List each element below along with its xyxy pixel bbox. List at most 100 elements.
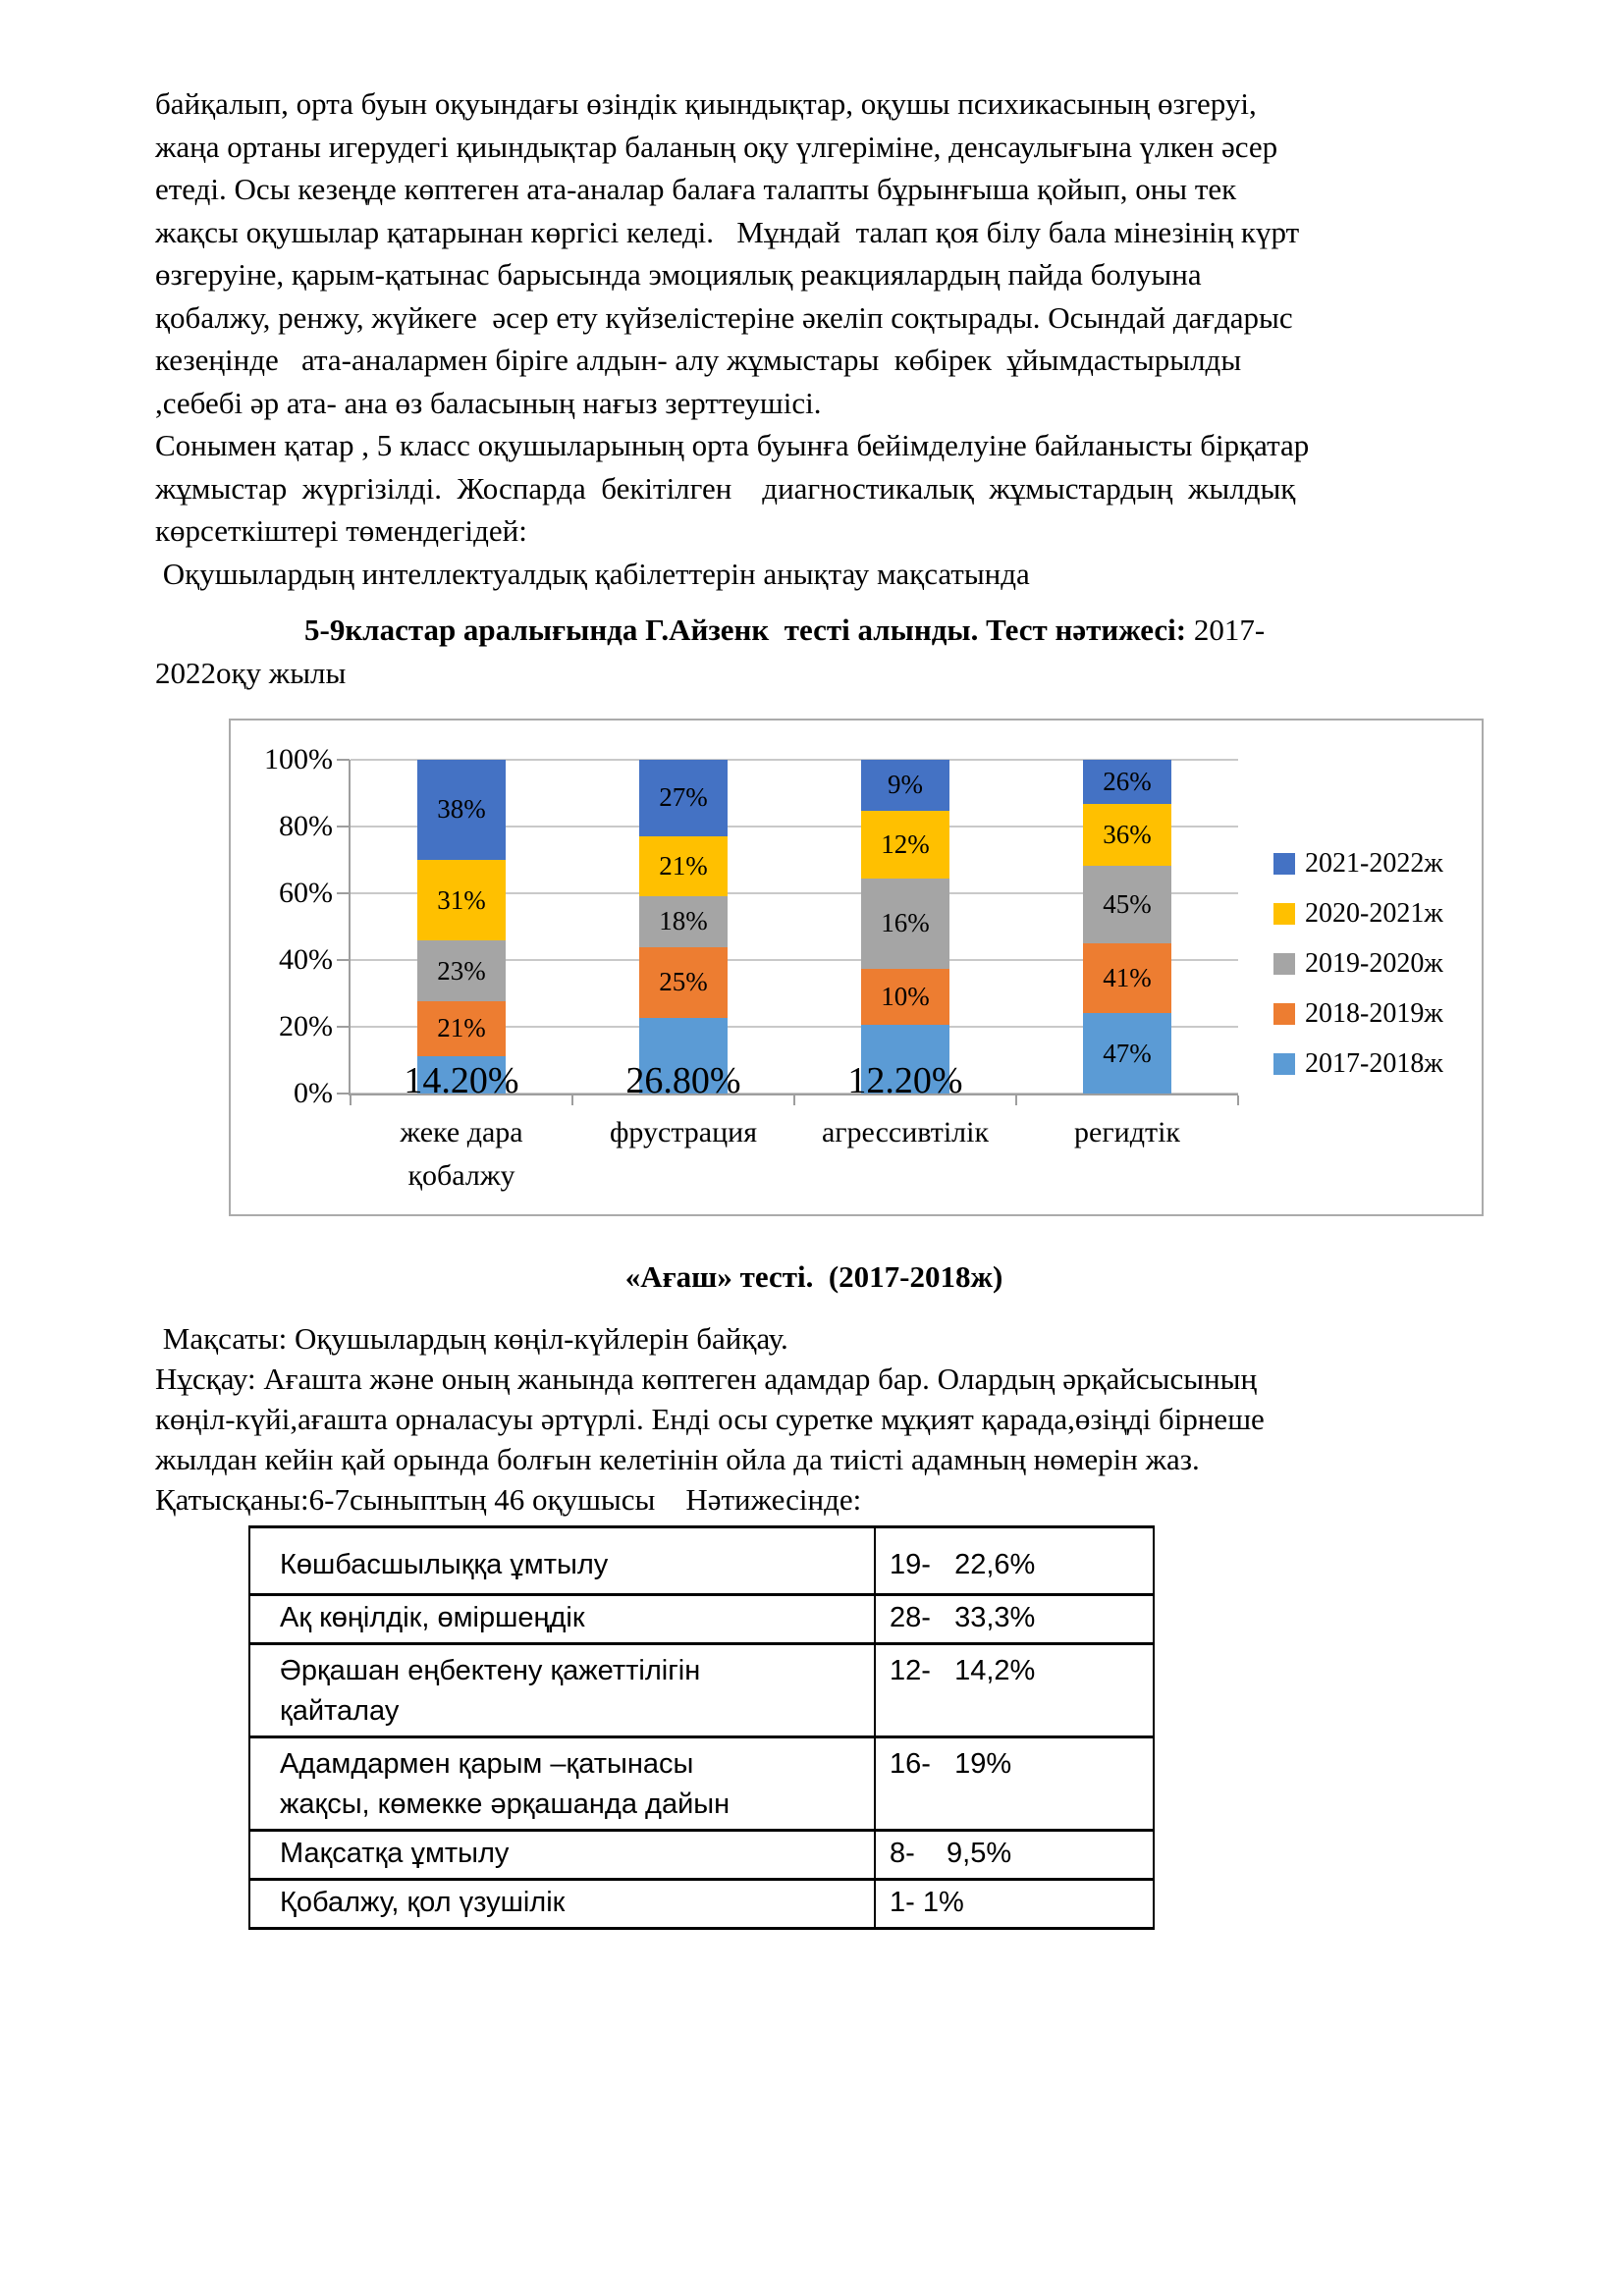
legend-item-2020-2021ж: 2020-2021ж: [1273, 900, 1443, 928]
stacked-bar-фрустрация: 26.80% 25% 18% 21% 27%: [625, 760, 741, 1099]
legend-item-2017-2018ж: 2017-2018ж: [1273, 1050, 1443, 1078]
tree-line-2: Нұсқау: Ағашта және оның жанында көптеге…: [155, 1362, 1258, 1396]
table-cell-label: Көшбасшылыққа ұмтылу: [248, 1525, 876, 1596]
y-axis-line: [349, 760, 351, 1095]
x-axis-tick-3: [1015, 1095, 1017, 1105]
stacked-bar-chart: 0% 20% 40% 60% 80% 100% жеке дара қобалжу фруст…: [229, 719, 1484, 1216]
intro-line-8: ,себебі әр ата- ана өз баласының нағыз з…: [155, 385, 822, 420]
intro-line-2: жаңа ортаны игерудегі қиындықтар баланың…: [155, 129, 1278, 164]
legend-label: 2021-2022ж: [1305, 848, 1443, 879]
bar-segment-2019-2020ж: 23%: [417, 940, 506, 1001]
gridline-60%: [351, 892, 1238, 894]
table-cell-label: Адамдармен қарым –қатынасы жақсы, көмекк…: [248, 1735, 876, 1832]
y-axis-label-20%: 20%: [279, 1010, 333, 1042]
tree-line-3: көңіл-күйі,ағашта орналасуы әртүрлі. Енд…: [155, 1402, 1265, 1436]
chart-title-bold: 5-9кластар аралығында Г.Айзенк тесті алы…: [304, 613, 1187, 647]
y-axis-tick-100%: [337, 759, 350, 761]
x-axis-tick-2: [793, 1095, 795, 1105]
table-cell-label: Ақ көңілдік, өміршеңдік: [248, 1593, 876, 1645]
bar-segment-2019-2020ж: 18%: [639, 895, 728, 947]
intro-line-11: көрсеткіштері төмендегідей:: [155, 513, 527, 548]
tree-line-5: Қатысқаны:6-7сыныптың 46 оқушысы Нәтижес…: [155, 1482, 862, 1517]
stacked-bar-жеке дара қобалжу: 14.20% 21% 23% 31% 38%: [404, 760, 519, 1099]
data-label: 14.20%: [404, 1060, 519, 1101]
bar-segment-2018-2019ж: 21%: [417, 1000, 506, 1057]
data-label: 26.80%: [625, 1060, 741, 1101]
data-label: 12.20%: [847, 1060, 963, 1101]
table-cell-value: 28- 33,3%: [874, 1593, 1155, 1645]
legend-item-2021-2022ж: 2021-2022ж: [1273, 850, 1443, 878]
bar-segment-2020-2021ж: 31%: [417, 859, 506, 941]
bar-segment-2020-2021ж: 36%: [1083, 804, 1171, 867]
legend-item-2018-2019ж: 2018-2019ж: [1273, 1000, 1443, 1028]
table-cell-value: 12- 14,2%: [874, 1642, 1155, 1738]
intro-line-7: кезеңінде ата-аналармен біріге алдын- ал…: [155, 343, 1242, 377]
bar-segment-2018-2019ж: 25%: [639, 946, 728, 1018]
table-cell-label: Мақсатқа ұмтылу: [248, 1829, 876, 1881]
data-label: 36%: [1103, 820, 1152, 850]
bar-segment-2018-2019ж: 41%: [1083, 942, 1171, 1014]
x-axis-label-жеке дара қобалжу: жеке дара қобалжу: [400, 1116, 523, 1192]
data-label: 23%: [437, 955, 486, 986]
data-label: 41%: [1103, 962, 1152, 992]
x-axis-tick-1: [571, 1095, 573, 1105]
data-label: 47%: [1103, 1038, 1152, 1068]
y-axis-tick-0%: [337, 1093, 350, 1095]
chart-title-tail: 2017-: [1186, 613, 1266, 647]
tree-line-4: жылдан кейін қай орында болғын келетінін…: [155, 1442, 1200, 1476]
tree-test-paragraphs: Мақсаты: Оқушылардың көңіл-күйлерін байқ…: [155, 1318, 1473, 1520]
plot-area: 14.20% 21% 23% 31% 38% 26.80% 25% 18% 21% 27% 12.2…: [351, 760, 1238, 1099]
data-label: 21%: [659, 850, 708, 881]
y-axis-tick-80%: [337, 826, 350, 828]
page-content: байқалып, орта буын оқуындағы өзіндік қи…: [155, 82, 1484, 1930]
data-label: 16%: [881, 908, 930, 938]
intro-line-1: байқалып, орта буын оқуындағы өзіндік қи…: [155, 86, 1257, 121]
bar-segment-2021-2022ж: 26%: [1083, 760, 1171, 805]
gridline-40%: [351, 959, 1238, 961]
bar-segment-2019-2020ж: 16%: [861, 878, 949, 969]
chart-title-line2: 2022оқу жылы: [155, 656, 347, 690]
tree-line-1: Мақсаты: Оқушылардың көңіл-күйлерін байқ…: [155, 1321, 788, 1356]
data-label: 12%: [881, 828, 930, 859]
stacked-bar-регидтік: 47% 41% 45% 36% 26%: [1083, 760, 1171, 1094]
y-axis-label-60%: 60%: [279, 877, 333, 909]
legend-label: 2020-2021ж: [1305, 898, 1443, 929]
table-cell-value: 16- 19%: [874, 1735, 1155, 1832]
legend-marker-icon: [1273, 1003, 1295, 1025]
y-axis-label-40%: 40%: [279, 943, 333, 976]
data-label: 26%: [1103, 767, 1152, 797]
legend-marker-icon: [1273, 853, 1295, 875]
intro-line-5: өзгеруіне, қарым-қатынас барысында эмоци…: [155, 257, 1202, 292]
data-label: 25%: [659, 967, 708, 997]
chart-title-line1: 5-9кластар аралығында Г.Айзенк тесті алы…: [155, 609, 1473, 652]
bar-segment-2017-2018ж: 47%: [1083, 1013, 1171, 1094]
intro-paragraphs: байқалып, орта буын оқуындағы өзіндік қи…: [155, 82, 1473, 595]
data-label: 38%: [437, 794, 486, 825]
bar-segment-2017-2018ж: 12.20%: [847, 1024, 963, 1099]
table-row: Көшбасшылыққа ұмтылу 19- 22,6%: [248, 1525, 1155, 1596]
gridline-100%: [351, 759, 1238, 761]
x-axis-label-фрустрация: фрустрация: [609, 1116, 758, 1148]
legend-label: 2018-2019ж: [1305, 998, 1443, 1029]
intro-line-10: жұмыстар жүргізілді. Жоспарда бекітілген…: [155, 470, 1296, 506]
gridline-20%: [351, 1026, 1238, 1028]
bar-segment-2021-2022ж: 38%: [417, 760, 506, 860]
table-cell-label: Қобалжу, қол үзушілік: [248, 1878, 876, 1930]
bar-segment-2021-2022ж: 9%: [861, 760, 949, 811]
data-label: 45%: [1103, 888, 1152, 919]
intro-line-9: Сонымен қатар , 5 класс оқушыларының орт…: [155, 428, 1310, 462]
x-axis-line: [351, 1094, 1238, 1095]
data-label: 21%: [437, 1013, 486, 1043]
legend-label: 2017-2018ж: [1305, 1048, 1443, 1079]
table-cell-value: 1- 1%: [874, 1878, 1155, 1930]
table-cell-value: 19- 22,6%: [874, 1525, 1155, 1596]
chart-title: 5-9кластар аралығында Г.Айзенк тесті алы…: [155, 609, 1473, 695]
data-label: 9%: [888, 770, 923, 800]
y-axis-tick-40%: [337, 959, 350, 961]
table-row: Әрқашан еңбектену қажеттілігін қайталау 1…: [248, 1642, 1155, 1738]
results-table: Көшбасшылыққа ұмтылу 19- 22,6% Ақ көңілдік…: [248, 1525, 1155, 1930]
intro-line-6: қобалжу, ренжу, жүйкеге әсер ету күйзелі…: [155, 299, 1293, 335]
x-axis-label-регидтік: регидтік: [1074, 1116, 1180, 1148]
legend-marker-icon: [1273, 903, 1295, 925]
data-label: 27%: [659, 782, 708, 813]
